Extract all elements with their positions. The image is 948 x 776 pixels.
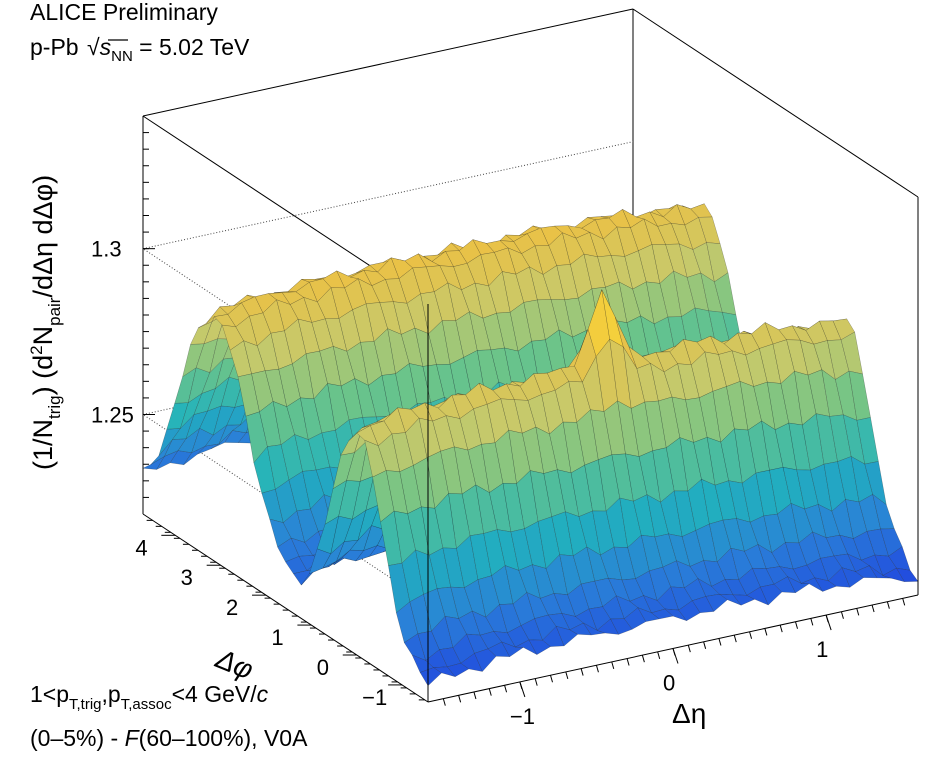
x-minor-tick <box>442 698 446 706</box>
x-minor-tick <box>795 621 798 629</box>
x-minor-tick <box>718 638 722 646</box>
x-minor-tick <box>856 608 860 616</box>
x-tick-label: 0 <box>663 671 675 696</box>
x-minor-tick <box>749 631 753 639</box>
z-tick-label: 1.25 <box>91 403 134 428</box>
x-axis-title: Δη <box>672 698 706 729</box>
x-minor-tick <box>687 645 691 653</box>
x-minor-tick <box>703 641 707 649</box>
experiment-label: ALICE Preliminary <box>30 0 218 25</box>
surface-cell <box>896 567 919 582</box>
x-tick-label: 1 <box>816 637 828 662</box>
pt-cut-label: 1<pT,trig,pT,assoc<4 GeV/c <box>30 681 269 713</box>
x-minor-tick <box>550 675 553 683</box>
frame-edge <box>142 513 429 703</box>
frame-edge <box>632 8 919 198</box>
centrality-label: (0–5%) - F(60–100%), V0A <box>30 725 308 751</box>
x-minor-tick <box>565 671 569 680</box>
x-minor-tick <box>902 598 906 606</box>
x-minor-tick <box>488 688 492 696</box>
x-minor-tick <box>871 604 875 613</box>
x-minor-tick <box>825 614 829 623</box>
x-minor-tick <box>580 668 584 676</box>
x-minor-tick <box>458 695 462 703</box>
x-minor-tick <box>840 611 844 619</box>
frame-edge <box>142 8 634 117</box>
x-minor-tick <box>764 628 768 636</box>
y-tick-label: 2 <box>226 595 238 620</box>
lego-surface <box>142 203 919 687</box>
x-minor-tick <box>534 678 538 686</box>
z-axis-title: (1/Ntrig) (d2Npair/dΔη dΔφ) <box>27 175 64 470</box>
z-tick-label: 1.3 <box>91 237 122 262</box>
x-tick-label: −1 <box>510 704 535 729</box>
axis-ticks <box>143 132 906 706</box>
x-minor-tick <box>779 624 783 633</box>
y-tick-label: 0 <box>317 655 329 680</box>
y-tick-label: −1 <box>362 685 387 710</box>
x-minor-tick <box>641 655 645 663</box>
y-tick-label: 3 <box>181 565 193 590</box>
x-minor-tick <box>611 661 615 670</box>
x-minor-tick <box>473 691 477 700</box>
y-axis-title: Δφ <box>211 642 258 685</box>
x-minor-tick <box>519 681 523 690</box>
x-minor-tick <box>886 601 890 609</box>
x-minor-tick <box>504 685 508 693</box>
x-minor-tick <box>810 618 814 626</box>
x-minor-tick <box>626 658 630 666</box>
y-tick-label: 4 <box>135 535 147 560</box>
y-tick-label: 1 <box>271 625 283 650</box>
x-minor-tick <box>733 634 737 643</box>
x-minor-tick <box>672 648 676 656</box>
tick-labels: −1 0 1 −1 0 1 2 3 4 1.25 1.3 <box>91 237 828 729</box>
x-minor-tick <box>657 651 661 659</box>
system-label: p-Pb √sNN = 5.02 TeV <box>30 34 250 65</box>
z-gridline <box>142 141 634 250</box>
x-minor-tick <box>595 665 599 673</box>
